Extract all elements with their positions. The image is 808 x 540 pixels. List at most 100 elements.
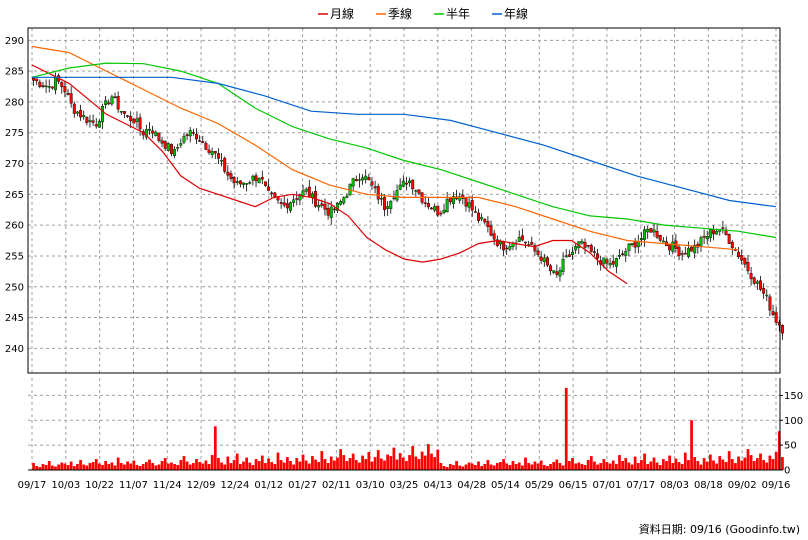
volume-bar: [364, 459, 368, 470]
candle-body: [176, 147, 180, 149]
volume-bar: [495, 463, 499, 470]
candle-body: [539, 256, 543, 261]
volume-bar: [314, 459, 317, 470]
volume-bar: [157, 464, 161, 470]
volume-bars: [32, 387, 784, 470]
volume-bar: [173, 464, 176, 470]
volume-bar: [408, 455, 411, 470]
candle-body: [661, 240, 665, 243]
candle-body: [596, 253, 600, 259]
candle-body: [207, 149, 211, 153]
volume-bar: [655, 462, 659, 470]
candle-body: [708, 229, 712, 238]
volume-bar: [530, 464, 534, 470]
volume-bar: [163, 458, 167, 470]
data-date-credit: 資料日期: 09/16 (Goodinfo.tw): [639, 522, 800, 536]
candle-body: [173, 149, 177, 157]
candle-body: [395, 190, 399, 201]
candlesticks: [32, 72, 784, 340]
candle-body: [339, 201, 343, 205]
volume-bar: [264, 463, 267, 470]
volume-bar: [47, 461, 51, 470]
volume-bar: [98, 463, 101, 470]
candle-body: [743, 257, 747, 265]
volume-bar: [235, 453, 239, 470]
volume-bar: [702, 458, 706, 470]
candle-body: [442, 209, 446, 213]
volume-bar: [580, 464, 584, 470]
candle-body: [235, 181, 239, 183]
candle-body: [567, 254, 571, 257]
x-tick-label: 03/25: [390, 480, 419, 491]
legend-item-halfyear: 半年: [434, 7, 470, 21]
candle-body: [765, 294, 769, 297]
volume-bar: [60, 462, 64, 470]
candle-body: [430, 207, 433, 210]
legend-label: 月線: [330, 6, 354, 21]
x-tick-label: 06/15: [559, 480, 588, 491]
candle-body: [245, 183, 249, 185]
candle-body: [411, 179, 415, 190]
volume-bar: [586, 460, 590, 470]
candle-body: [154, 131, 158, 136]
volume-bar: [420, 451, 424, 470]
volume-bar: [448, 464, 452, 470]
candle-body: [166, 143, 170, 151]
volume-bar: [546, 466, 549, 470]
candle-body: [759, 280, 762, 290]
candle-body: [122, 111, 126, 114]
volume-bar: [414, 456, 418, 470]
volume-bar: [721, 459, 725, 470]
volume-bar: [107, 464, 111, 470]
volume-bar: [455, 461, 458, 470]
candle-body: [480, 217, 484, 220]
volume-bar: [627, 462, 631, 470]
candle-body: [477, 212, 480, 222]
volume-bar: [470, 463, 474, 470]
volume-bar: [502, 459, 505, 470]
candle-body: [257, 178, 261, 184]
candle-body: [414, 190, 418, 192]
candle-body: [583, 241, 587, 248]
candle-body: [712, 229, 715, 235]
volume-bar: [267, 458, 270, 470]
candle-body: [94, 124, 98, 127]
candle-body: [686, 248, 690, 257]
volume-bar: [242, 461, 245, 470]
volume-bar: [361, 455, 364, 470]
volume-bar: [542, 465, 546, 470]
candle-body: [389, 200, 393, 210]
volume-bar: [57, 464, 60, 470]
candle-body: [749, 273, 753, 280]
candle-body: [104, 100, 108, 105]
legend-label: 年線: [504, 6, 528, 21]
volume-bar: [568, 461, 571, 470]
candle-body: [279, 202, 283, 204]
candle-body: [408, 180, 412, 183]
candle-body: [542, 257, 546, 263]
volume-bar: [295, 458, 299, 470]
volume-bar: [564, 387, 568, 470]
volume-bar: [427, 444, 430, 470]
x-tick-label: 04/13: [423, 480, 452, 491]
volume-bar: [674, 458, 678, 470]
volume-bar: [777, 431, 781, 470]
volume-bar: [646, 464, 650, 470]
candle-body: [47, 86, 51, 88]
candle-body: [35, 78, 39, 82]
volume-bar: [232, 460, 236, 470]
volume-tick-label: 0: [784, 466, 790, 477]
volume-bar: [188, 464, 192, 470]
volume-bar: [759, 453, 762, 470]
candle-body: [561, 259, 565, 272]
candle-body: [624, 250, 628, 256]
candle-body: [361, 177, 365, 181]
volume-bar: [44, 465, 48, 470]
volume-bar: [72, 466, 76, 470]
volume-bar: [401, 457, 405, 470]
volume-bar: [483, 464, 487, 470]
candle-body: [320, 203, 324, 206]
candle-body: [461, 194, 465, 199]
x-tick-label: 12/24: [220, 480, 249, 491]
candle-body: [254, 175, 258, 182]
